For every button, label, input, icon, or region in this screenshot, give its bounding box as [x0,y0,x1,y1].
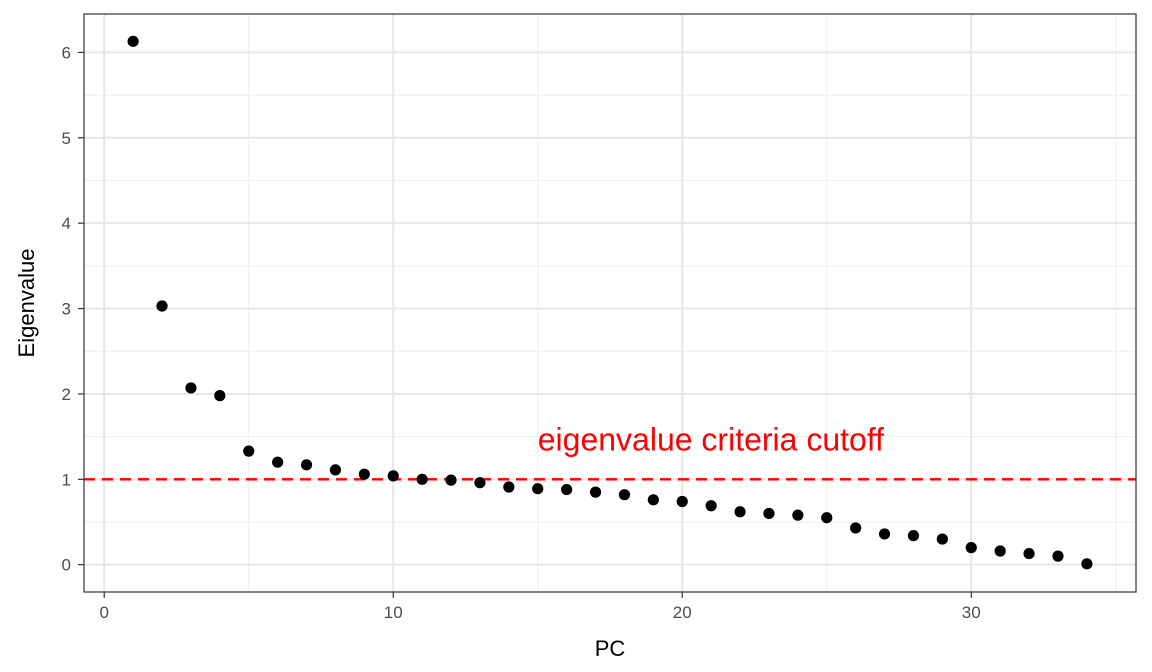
cutoff-annotation: eigenvalue criteria cutoff [538,421,884,457]
data-point [878,528,891,540]
data-point [705,500,717,512]
y-tick-label: 3 [62,300,71,319]
data-point [214,390,226,402]
x-tick-label: 20 [673,603,692,622]
y-tick-label: 6 [62,43,71,62]
data-point [474,477,486,489]
data-point [185,382,197,394]
data-point [965,542,977,554]
data-point [907,530,920,542]
data-point [647,494,659,506]
data-point [618,489,631,501]
x-tick-label: 0 [99,603,108,622]
minor-gridlines [84,14,1136,592]
y-tick-label: 4 [62,214,71,233]
data-point [358,468,370,480]
data-point [532,483,544,495]
data-points [127,35,1093,570]
data-point [329,464,342,476]
data-point [850,522,862,534]
major-gridlines [84,14,1136,592]
x-axis-title: PC [595,636,626,661]
data-point [676,495,688,508]
y-tick-label: 2 [62,385,71,404]
data-point [792,509,804,521]
data-point [1023,547,1035,560]
y-tick-label: 0 [62,556,71,575]
data-point [387,470,399,482]
data-point [416,473,428,485]
data-point [1081,558,1093,570]
plot-panel-background [84,14,1136,592]
axis-ticks [78,51,972,598]
tick-labels: 0 10 20 30 0 1 2 3 4 5 6 [62,43,981,622]
data-point [243,445,255,457]
y-tick-label: 5 [62,129,71,148]
data-point [156,300,168,312]
y-axis-title: Eigenvalue [14,249,39,358]
data-point [1052,550,1064,562]
x-tick-label: 10 [384,603,403,622]
data-point [272,456,284,468]
data-point [763,507,775,520]
data-point [734,506,746,518]
data-point [821,512,833,524]
data-point [300,459,313,471]
data-point [503,481,515,493]
reference-layer: eigenvalue criteria cutoff [84,421,1136,481]
x-tick-label: 30 [962,603,981,622]
data-point [994,545,1006,557]
y-tick-label: 1 [62,470,71,489]
data-point [445,474,457,486]
data-point [589,486,602,498]
data-point [127,35,139,47]
data-point [936,533,948,545]
plot-panel-border [83,13,1137,593]
data-point [561,483,573,496]
